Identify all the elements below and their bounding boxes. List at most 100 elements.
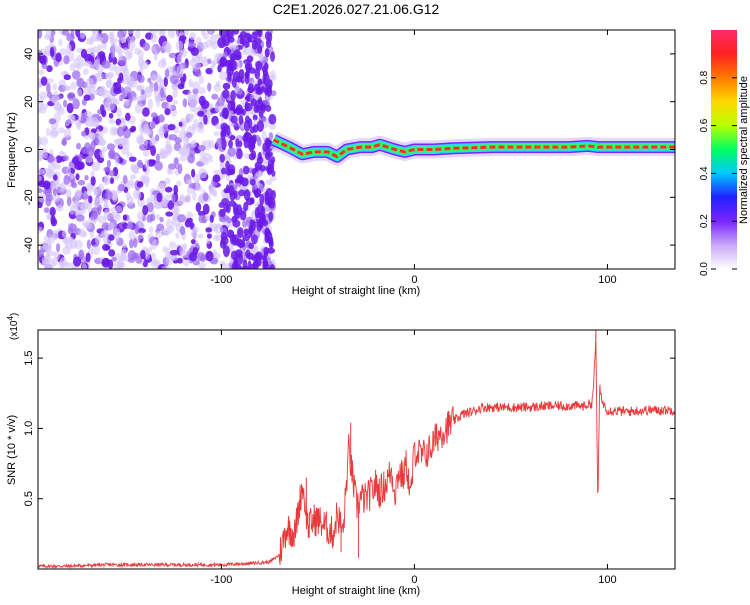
- noise-blob: [228, 200, 237, 207]
- noise-blob: [155, 134, 160, 142]
- noise-blob: [243, 32, 252, 44]
- noise-blob: [69, 63, 76, 72]
- noise-blob: [255, 251, 263, 261]
- noise-blob: [195, 36, 202, 46]
- noise-blob: [72, 200, 80, 209]
- noise-blob: [189, 32, 197, 40]
- noise-blob: [58, 38, 63, 47]
- noise-blob: [162, 246, 168, 253]
- noise-blob: [196, 123, 205, 134]
- noise-blob: [258, 222, 264, 229]
- noise-blob: [177, 214, 187, 223]
- noise-blob: [125, 74, 132, 84]
- noise-blob: [112, 192, 118, 203]
- noise-blob: [266, 166, 272, 176]
- noise-blob: [156, 223, 165, 232]
- noise-blob: [114, 81, 122, 92]
- noise-blob: [197, 210, 206, 217]
- noise-blob: [226, 217, 232, 224]
- noise-blob: [149, 137, 156, 148]
- noise-blob: [230, 115, 238, 124]
- noise-blob: [264, 48, 270, 58]
- y-tick-label: 1.0: [23, 421, 35, 436]
- noise-blob: [238, 189, 246, 197]
- noise-blob: [38, 226, 43, 233]
- noise-blob: [107, 101, 116, 111]
- noise-blob: [135, 30, 141, 40]
- noise-blob: [157, 127, 165, 135]
- noise-blob: [130, 125, 137, 132]
- noise-blob: [195, 185, 203, 192]
- noise-blob: [197, 87, 206, 95]
- noise-blob: [148, 226, 154, 233]
- noise-blob: [110, 207, 115, 215]
- noise-blob: [262, 259, 269, 267]
- noise-blob: [243, 201, 249, 212]
- noise-blob: [231, 78, 237, 88]
- noise-blob: [186, 193, 191, 203]
- x-tick-label: -100: [210, 274, 232, 286]
- noise-blob: [82, 68, 89, 76]
- noise-blob: [215, 106, 220, 113]
- noise-blob: [236, 174, 244, 182]
- noise-blob: [256, 156, 264, 164]
- noise-blob: [83, 86, 92, 97]
- noise-blob: [168, 163, 177, 170]
- noise-blob: [115, 155, 120, 166]
- x-tick-label: 0: [411, 574, 417, 586]
- spectrogram-signal-track: [269, 131, 675, 166]
- noise-blob: [182, 98, 188, 108]
- noise-blob: [160, 87, 165, 98]
- noise-blob: [124, 85, 131, 94]
- noise-blob: [198, 214, 206, 224]
- noise-blob: [126, 191, 131, 201]
- noise-blob: [198, 168, 208, 179]
- noise-blob: [213, 169, 222, 176]
- noise-blob: [39, 136, 49, 146]
- noise-blob: [69, 205, 75, 215]
- noise-blob: [168, 168, 174, 175]
- noise-blob: [171, 84, 178, 90]
- noise-blob: [157, 77, 163, 84]
- noise-blob: [62, 84, 70, 90]
- noise-blob: [130, 183, 136, 189]
- noise-blob: [94, 235, 102, 245]
- noise-blob: [50, 214, 56, 225]
- noise-blob: [270, 190, 276, 200]
- noise-blob: [189, 101, 197, 113]
- noise-blob: [87, 201, 92, 213]
- noise-blob: [111, 256, 117, 262]
- noise-blob: [176, 257, 184, 264]
- noise-blob: [115, 232, 120, 242]
- x-tick-label: 100: [598, 574, 616, 586]
- noise-blob: [49, 46, 55, 58]
- noise-blob: [114, 205, 123, 213]
- noise-blob: [178, 121, 183, 127]
- noise-blob: [237, 108, 244, 115]
- noise-blob: [207, 58, 212, 64]
- noise-blob: [178, 129, 187, 140]
- snr-background: [38, 330, 675, 569]
- colorbar-label: Normalized spectral amplitude: [738, 76, 750, 224]
- noise-blob: [136, 190, 141, 201]
- snr-line: [38, 334, 675, 569]
- noise-blob: [56, 243, 61, 253]
- noise-blob: [200, 41, 209, 50]
- noise-blob: [161, 196, 167, 206]
- noise-blob: [216, 137, 223, 149]
- noise-blob: [223, 107, 229, 120]
- noise-blob: [67, 114, 75, 120]
- noise-blob: [173, 202, 178, 213]
- noise-blob: [48, 234, 56, 244]
- noise-blob: [66, 33, 75, 42]
- noise-blob: [38, 187, 43, 194]
- noise-blob: [265, 87, 273, 97]
- noise-blob: [251, 234, 258, 245]
- noise-blob: [149, 121, 156, 129]
- noise-blob: [81, 130, 87, 137]
- noise-blob: [185, 113, 195, 119]
- noise-blob: [212, 174, 221, 183]
- noise-blob: [68, 223, 77, 232]
- noise-blob: [77, 88, 83, 98]
- noise-blob: [91, 244, 101, 255]
